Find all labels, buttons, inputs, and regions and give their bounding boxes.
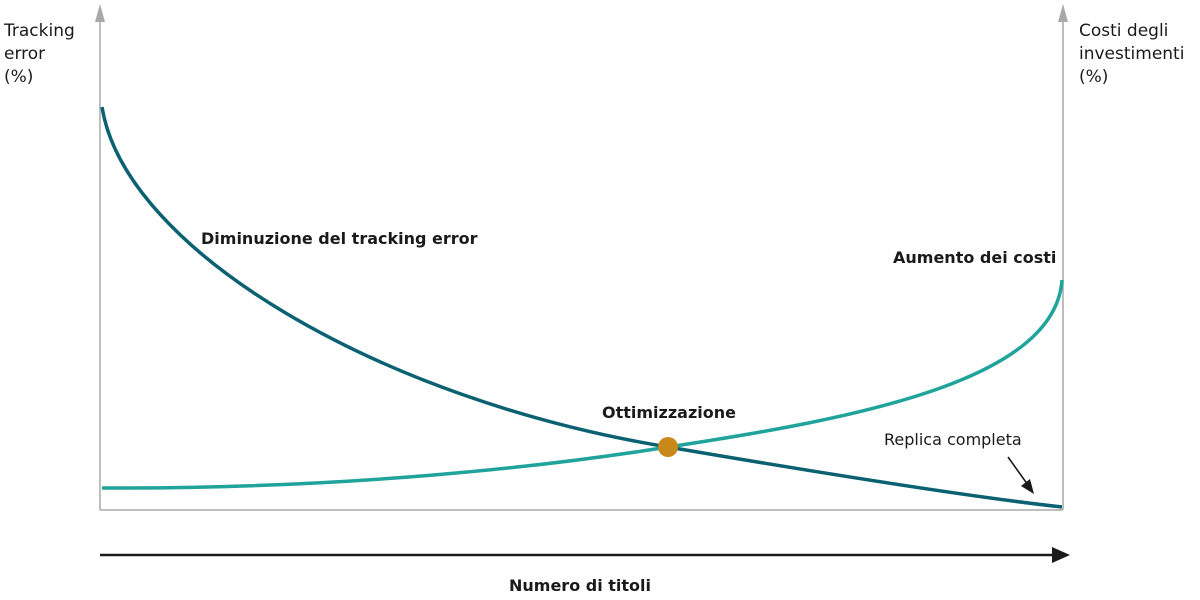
left-axis-title-line: (%) — [4, 67, 34, 87]
right-axis-title: Costi degli investimenti (%) — [1079, 20, 1184, 89]
right-axis-title-line: (%) — [1079, 67, 1109, 87]
left-axis-title-line: error — [4, 44, 46, 64]
left-axis-title-line: Tracking — [4, 21, 75, 41]
tracking-annotation: Diminuzione del tracking error — [201, 229, 478, 248]
x-axis-arrow-head-icon — [1052, 547, 1070, 563]
optimum-annotation: Ottimizzazione — [602, 403, 736, 422]
full-replication-annotation: Replica completa — [884, 430, 1022, 449]
right-axis-title-line: Costi degli — [1079, 21, 1169, 41]
x-axis-title: Numero di titoli — [509, 576, 652, 595]
optimum-point — [658, 437, 678, 457]
tracking-error-curve — [100, 106, 1063, 509]
cost-curve — [101, 279, 1064, 490]
replica-arrow-head-icon — [1021, 479, 1034, 494]
replica-arrow — [1007, 456, 1029, 486]
left-axis-title: Tracking error (%) — [4, 20, 75, 89]
left-axis-arrow-icon — [95, 4, 105, 22]
right-axis-title-line: investimenti — [1079, 44, 1185, 64]
costs-annotation: Aumento dei costi — [893, 248, 1057, 267]
right-axis-arrow-icon — [1058, 4, 1068, 22]
